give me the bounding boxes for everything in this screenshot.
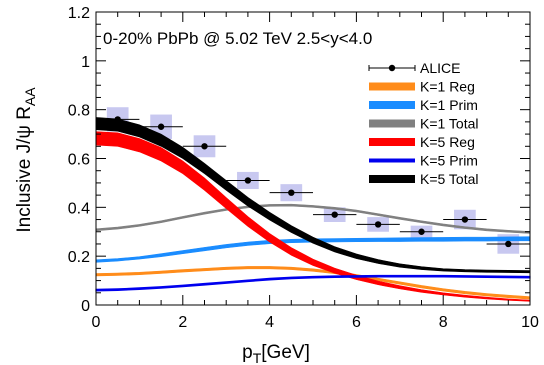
legend-swatch: [369, 101, 415, 109]
data-points: [96, 116, 530, 248]
legend-label: K=1 Total: [420, 116, 479, 132]
legend: ALICE K=1 Reg K=1 Prim K=1 Total K=5 Reg K=5 …: [368, 60, 479, 187]
y-tick-label: 0: [81, 298, 90, 315]
x-axis-label-unit: [GeV]: [261, 342, 310, 363]
axes: 0 2 4 6 8 10 0 0.2 0.4 0.6 0.8 1 1.2: [68, 5, 539, 331]
legend-swatch: [369, 82, 415, 91]
x-axis-label-main: p: [242, 342, 253, 363]
y-axis-label-main: Inclusive J/ψ R: [14, 106, 35, 233]
data-point: [157, 123, 165, 130]
legend-marker-alice: [388, 64, 396, 72]
x-tick-label: 4: [265, 314, 274, 331]
data-point: [374, 221, 382, 228]
data-point: [288, 189, 295, 196]
y-tick-label: 1: [81, 54, 90, 71]
x-tick-label: 2: [178, 314, 187, 331]
y-tick-label: 0.2: [68, 249, 90, 266]
x-tick-label: 10: [521, 314, 539, 331]
legend-swatch: [369, 138, 415, 146]
legend-label: K=1 Reg: [420, 79, 475, 95]
x-axis-label: pT[GeV]: [242, 342, 310, 365]
series-band-k-5-prim: [95, 274, 531, 292]
data-point: [505, 240, 512, 248]
legend-label: K=5 Prim: [420, 153, 478, 169]
x-axis-label-sub: T: [253, 350, 262, 365]
data-point: [114, 116, 121, 123]
data-point: [418, 228, 425, 235]
legend-label: K=5 Reg: [420, 134, 475, 150]
data-point: [461, 216, 469, 223]
data-point: [201, 143, 208, 150]
legend-label-alice: ALICE: [420, 60, 460, 76]
y-tick-label: 0.6: [68, 152, 90, 169]
legend-label: K=5 Total: [420, 171, 479, 187]
y-tick-label: 1.2: [68, 5, 90, 22]
y-tick-label: 0.4: [68, 200, 90, 217]
legend-label: K=1 Prim: [420, 97, 478, 113]
data-point: [331, 211, 338, 218]
x-tick-label: 0: [92, 314, 101, 331]
chart-annotation: 0-20% PbPb @ 5.02 TeV 2.5<y<4.0: [103, 29, 372, 48]
y-axis-label-sub: AA: [22, 87, 38, 106]
x-tick-label: 6: [352, 314, 361, 331]
legend-swatch: [369, 119, 415, 128]
legend-swatch: [369, 158, 415, 163]
data-point: [244, 177, 252, 184]
legend-swatch: [369, 175, 415, 183]
y-tick-label: 0.8: [68, 103, 90, 120]
x-tick-label: 8: [439, 314, 448, 331]
y-axis-label: Inclusive J/ψ RAA: [14, 87, 38, 233]
